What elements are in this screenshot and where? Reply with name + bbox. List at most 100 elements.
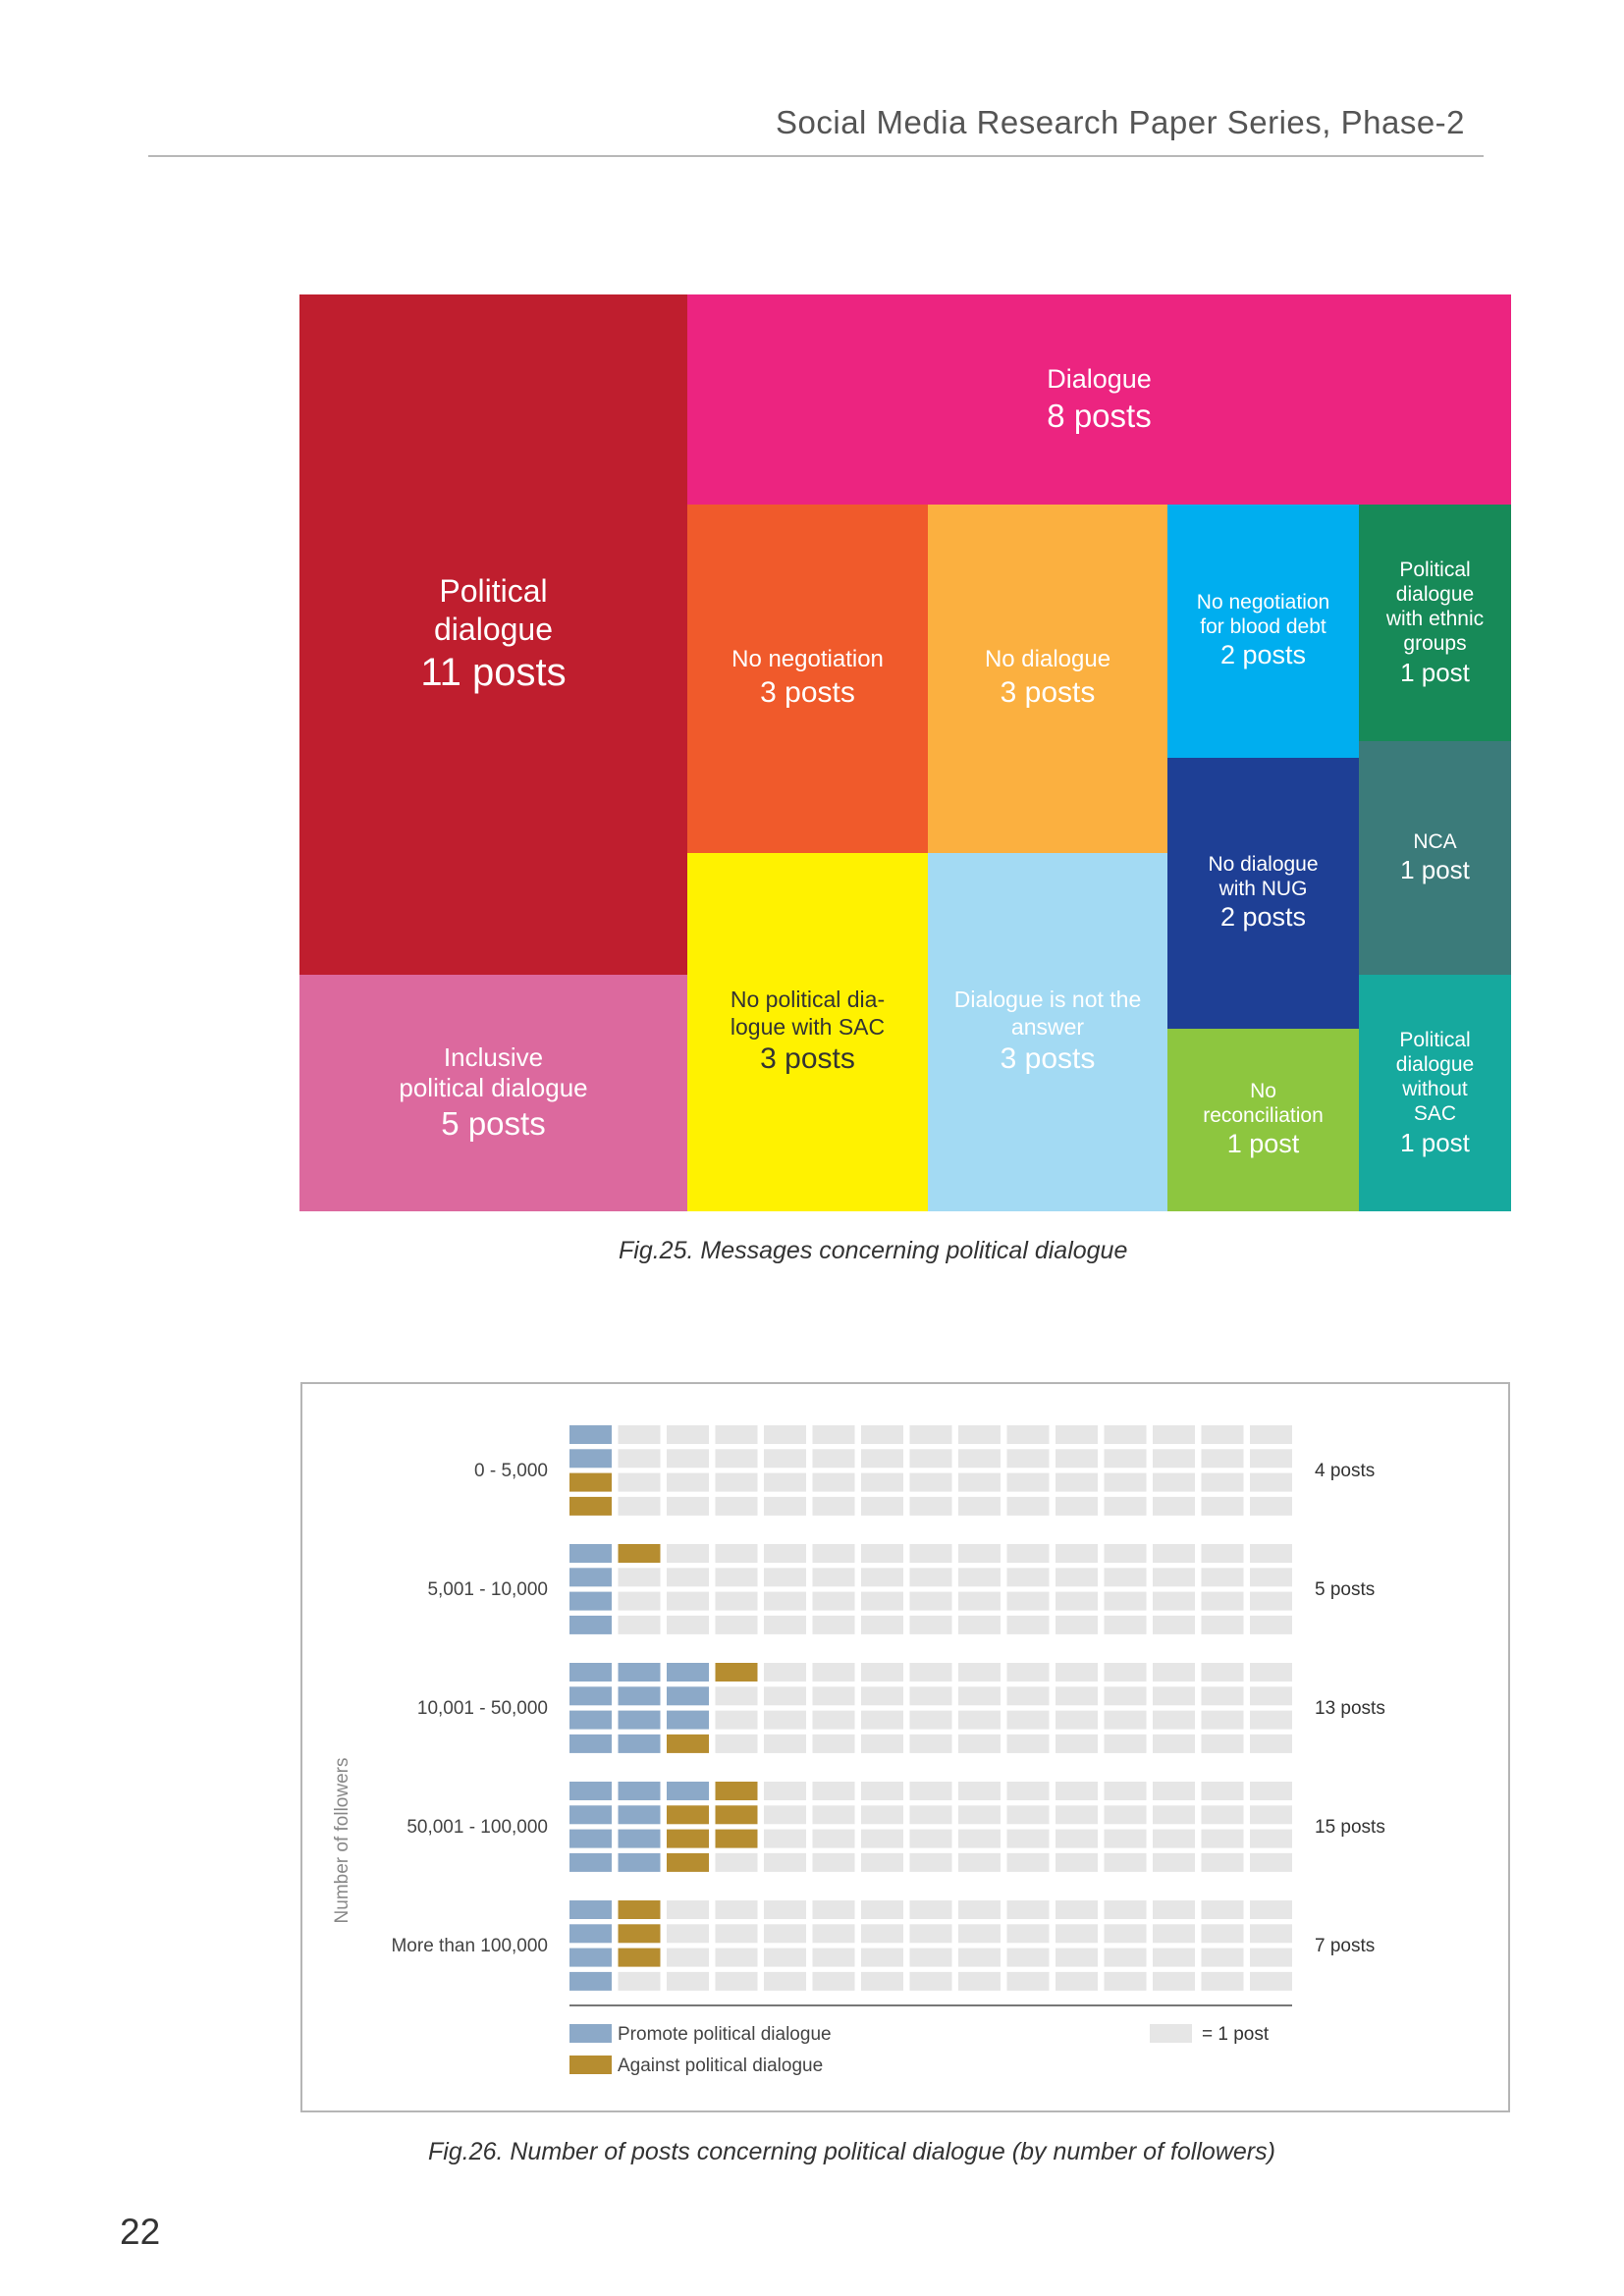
- waffle-square: [1104, 1971, 1147, 1991]
- waffle-square: [1250, 1663, 1292, 1682]
- waffle-square: [764, 1805, 806, 1825]
- waffle-square: [1250, 1686, 1292, 1706]
- waffle-square: [812, 1948, 855, 1967]
- waffle-square: [812, 1782, 855, 1800]
- waffle-square: [667, 1710, 709, 1730]
- treemap-cell: Inclusive political dialogue 5 posts: [299, 975, 687, 1211]
- waffle-square: [1153, 1948, 1195, 1967]
- waffle-square: [861, 1449, 903, 1468]
- waffle-square: [569, 1829, 612, 1848]
- waffle-square: [812, 1663, 855, 1682]
- waffle-square: [909, 1568, 952, 1587]
- waffle-square: [1250, 1425, 1292, 1444]
- running-header: Social Media Research Paper Series, Phas…: [776, 104, 1466, 140]
- waffle-square: [667, 1734, 709, 1753]
- waffle-square: [812, 1496, 855, 1516]
- treemap-cell-value: 3 posts: [1000, 676, 1096, 710]
- waffle-square: [861, 1496, 903, 1516]
- waffle-square: [715, 1591, 758, 1611]
- waffle-square: [958, 1663, 1001, 1682]
- waffle-square: [812, 1734, 855, 1753]
- waffle-square: [1056, 1663, 1098, 1682]
- waffle-square: [715, 1615, 758, 1634]
- waffle-square: [667, 1900, 709, 1919]
- waffle-square: [569, 1663, 612, 1682]
- group-label: 0 - 5,000: [474, 1461, 548, 1481]
- waffle-square: [958, 1496, 1001, 1516]
- waffle-square: [618, 1829, 661, 1848]
- treemap-cell-value: 3 posts: [1000, 1042, 1096, 1076]
- waffle-square: [764, 1686, 806, 1706]
- waffle-square: [569, 1852, 612, 1872]
- waffle-square: [618, 1948, 661, 1967]
- waffle-square: [1006, 1971, 1050, 1991]
- waffle-square: [909, 1782, 952, 1800]
- waffle-square: [1056, 1496, 1098, 1516]
- waffle-square: [1153, 1852, 1195, 1872]
- waffle-square: [1250, 1948, 1292, 1967]
- waffle-square: [958, 1615, 1001, 1634]
- waffle-square: [1201, 1663, 1244, 1682]
- waffle-square: [1250, 1900, 1292, 1919]
- waffle-square: [958, 1710, 1001, 1730]
- waffle-square: [1153, 1971, 1195, 1991]
- group-total: 7 posts: [1315, 1936, 1375, 1956]
- waffle-square: [569, 1900, 612, 1919]
- waffle-square: [618, 1710, 661, 1730]
- waffle-square: [909, 1971, 952, 1991]
- waffle-square: [1006, 1472, 1050, 1492]
- waffle-square: [1006, 1782, 1050, 1800]
- treemap-cell: NCA 1 post: [1359, 741, 1511, 975]
- group-total: 4 posts: [1315, 1461, 1375, 1481]
- waffle-square: [1104, 1663, 1147, 1682]
- waffle-square: [618, 1568, 661, 1587]
- treemap-cell-label: No negotiation for blood debt: [1196, 590, 1330, 639]
- waffle-square: [812, 1852, 855, 1872]
- waffle-square: [1250, 1615, 1292, 1634]
- waffle-square: [618, 1805, 661, 1825]
- waffle-square: [1201, 1805, 1244, 1825]
- waffle-square: [1006, 1924, 1050, 1944]
- waffle-square: [667, 1686, 709, 1706]
- waffle-square: [861, 1663, 903, 1682]
- waffle-square: [861, 1472, 903, 1492]
- waffle-square: [1056, 1544, 1098, 1563]
- legend-label: Promote political dialogue: [618, 2024, 832, 2045]
- waffle-square: [958, 1852, 1001, 1872]
- waffle-square: [1006, 1852, 1050, 1872]
- waffle-square: [764, 1472, 806, 1492]
- waffle-square: [958, 1924, 1001, 1944]
- waffle-square: [1006, 1734, 1050, 1753]
- treemap-cell: No reconciliation 1 post: [1167, 1029, 1359, 1211]
- waffle-square: [667, 1924, 709, 1944]
- waffle-square: [1006, 1805, 1050, 1825]
- waffle-square: [1153, 1615, 1195, 1634]
- waffle-square: [1201, 1924, 1244, 1944]
- waffle-square: [1104, 1686, 1147, 1706]
- waffle-square: [812, 1472, 855, 1492]
- waffle-square: [1201, 1496, 1244, 1516]
- waffle-square: [958, 1472, 1001, 1492]
- waffle-square: [812, 1615, 855, 1634]
- treemap-cell-value: 8 posts: [1047, 397, 1152, 434]
- waffle-square: [569, 1496, 612, 1516]
- waffle-square: [1250, 1710, 1292, 1730]
- waffle-square: [1250, 1852, 1292, 1872]
- waffle-square: [667, 1663, 709, 1682]
- waffle-square: [618, 1544, 661, 1563]
- waffle-square: [1201, 1782, 1244, 1800]
- waffle-square: [812, 1710, 855, 1730]
- waffle-square: [909, 1615, 952, 1634]
- waffle-square: [1201, 1710, 1244, 1730]
- waffle-square: [812, 1924, 855, 1944]
- waffle-square: [812, 1686, 855, 1706]
- waffle-square: [909, 1496, 952, 1516]
- waffle-square: [1006, 1544, 1050, 1563]
- waffle-square: [1201, 1852, 1244, 1872]
- waffle-square: [1056, 1924, 1098, 1944]
- treemap-cell-label: No negotiation: [731, 646, 884, 673]
- legend-swatch: [569, 2056, 612, 2074]
- waffle-square: [861, 1615, 903, 1634]
- treemap-cell-label: Political dialogue without SAC: [1395, 1028, 1475, 1126]
- waffle-square: [569, 1710, 612, 1730]
